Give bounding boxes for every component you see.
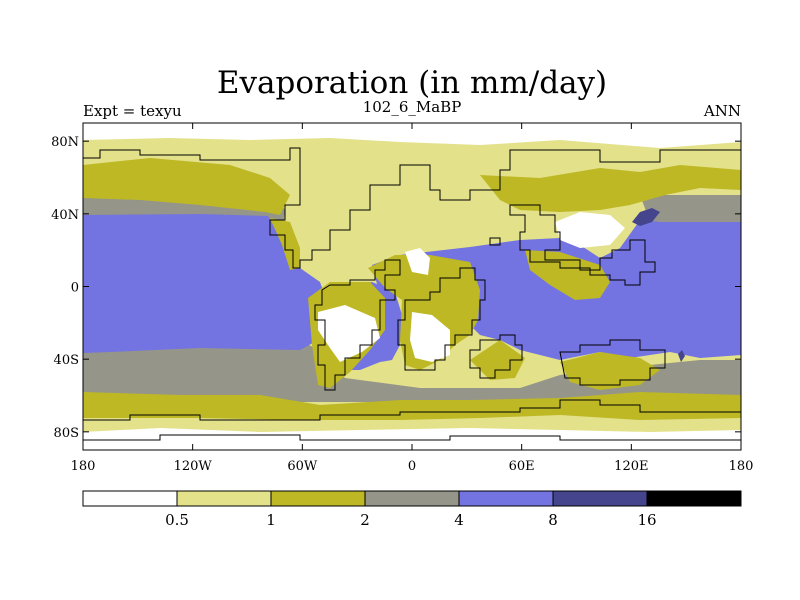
x-tick-label: 180	[729, 459, 754, 474]
x-tick-label: 180	[71, 459, 96, 474]
evap-contour-green-eurasia	[480, 165, 741, 212]
coastline-australia-east	[469, 334, 523, 379]
colorbar-label: 16	[637, 511, 656, 529]
colorbar-label: 4	[454, 511, 464, 529]
season-label: ANN	[703, 102, 741, 120]
evap-contour-white-south-strip	[83, 428, 741, 450]
evap-contour-blue-tethys	[372, 220, 741, 360]
evap-contour-white-asia	[555, 212, 625, 248]
y-tick-label: 80S	[54, 426, 79, 441]
evap-contour-white-africa	[410, 312, 450, 362]
coastline-north-america	[83, 147, 741, 269]
evap-contour-green-africa	[368, 255, 480, 370]
x-tick-label: 60W	[287, 459, 318, 474]
colorbar-box	[458, 490, 554, 507]
longitude-axis: 180 120W 60W 0 60E 120E 180	[71, 123, 754, 474]
colorbar: 0.5 1 2 4 8 16	[82, 490, 742, 529]
colorbar-box	[176, 490, 272, 507]
coastline-australia-west	[559, 339, 666, 386]
coastline-africa	[397, 267, 486, 371]
evap-contour-blue-pacific	[83, 214, 328, 353]
colorbar-label: 0.5	[165, 511, 189, 529]
evap-contour-dark-dot	[678, 350, 685, 362]
y-tick-label: 40N	[51, 208, 79, 223]
coastlines	[83, 147, 741, 441]
colorbar-box	[270, 490, 366, 507]
colorbar-label: 1	[266, 511, 276, 529]
evap-contour-green-north-america	[83, 158, 290, 215]
evap-contour-dark-patch	[632, 208, 660, 226]
x-tick-label: 0	[408, 459, 416, 474]
colorbar-label: 8	[548, 511, 558, 529]
evap-contour-green-antarctic	[83, 392, 741, 420]
colorbar-label: 2	[360, 511, 370, 529]
coastline-south-america	[314, 259, 401, 391]
y-tick-label: 0	[71, 281, 79, 296]
evap-contour-green-sh-east	[470, 340, 525, 380]
coastline-antarctica-south	[83, 434, 741, 441]
coastline-india	[489, 237, 501, 246]
y-tick-label: 80N	[51, 135, 79, 150]
x-tick-label: 60E	[509, 459, 535, 474]
colorbar-box	[364, 490, 460, 507]
evap-contour-white-south-america	[318, 305, 380, 362]
evap-contour-white-africa-north	[405, 248, 430, 275]
experiment-label: Expt = texyu	[83, 102, 182, 120]
coastline-antarctica	[83, 399, 741, 421]
colorbar-box	[646, 490, 742, 507]
x-tick-label: 120W	[174, 459, 213, 474]
evap-contour-white-north-strip	[83, 123, 741, 148]
coastline-asia	[509, 204, 656, 286]
map-title: Evaporation (in mm/day)	[217, 65, 607, 101]
colorbar-box	[82, 490, 178, 507]
latitude-axis: 80N 40N 0 40S 80S	[51, 135, 741, 441]
y-tick-label: 40S	[54, 353, 79, 368]
colorbar-box	[552, 490, 648, 507]
evap-contour-gray-sh	[83, 340, 741, 402]
map-plot-area	[83, 123, 741, 450]
map-subtitle: 102_6_MaBP	[363, 98, 462, 116]
x-tick-label: 120E	[614, 459, 648, 474]
